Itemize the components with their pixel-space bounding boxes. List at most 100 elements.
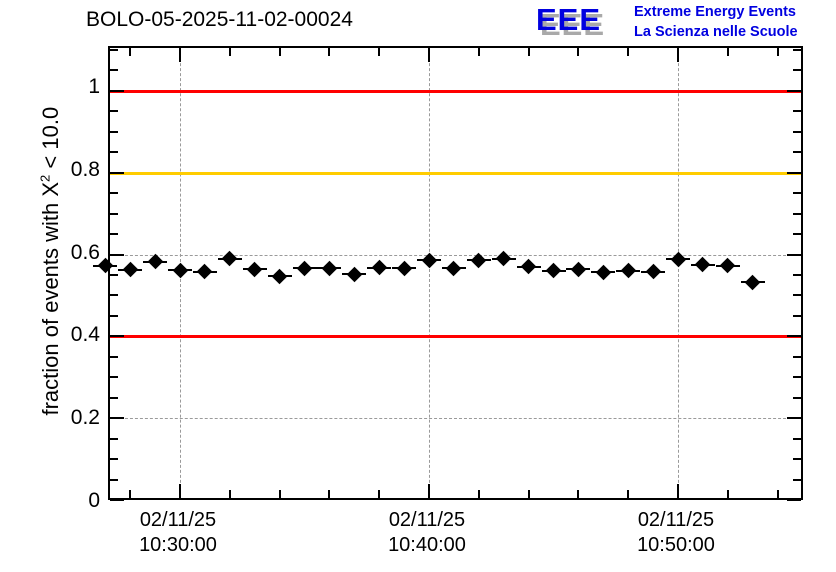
x-tick-10:32:00 bbox=[228, 490, 231, 498]
y-tick-0.55 bbox=[110, 274, 118, 276]
x-tick-label-0-date: 02/11/25 bbox=[139, 509, 217, 531]
data-point bbox=[222, 250, 238, 267]
x-tick-label-1-date: 02/11/25 bbox=[388, 509, 466, 531]
x-tick-10:52:00 bbox=[726, 490, 729, 498]
y-tick-right-0.95 bbox=[793, 110, 801, 113]
y-tick-right-0.10 bbox=[793, 458, 801, 461]
data-point bbox=[720, 257, 736, 274]
y-tick-right-0.55 bbox=[793, 274, 801, 276]
x-tick-10:40:00 bbox=[428, 484, 430, 498]
data-point bbox=[570, 261, 587, 278]
x-tick-10:36:00 bbox=[328, 490, 331, 498]
x-tick-top-10:36:00 bbox=[328, 48, 331, 56]
x-tick-top-10:38:00 bbox=[378, 48, 381, 56]
eee-logo-text: Extreme Energy Events La Scienza nelle S… bbox=[634, 2, 798, 42]
x-tick-label-0: 02/11/25 10:30:00 bbox=[98, 508, 258, 558]
y-tick-0.75 bbox=[110, 192, 118, 195]
y-tick-right-0.00 bbox=[787, 499, 801, 501]
y-tick-0.85 bbox=[110, 151, 118, 154]
x-tick-top-10:54:00 bbox=[776, 48, 779, 56]
x-tick-10:48:00 bbox=[627, 490, 630, 498]
y-tick-0.60 bbox=[110, 253, 124, 256]
y-tick-0.70 bbox=[110, 212, 118, 215]
y-tick-0.20 bbox=[110, 417, 124, 420]
x-tick-label-0-time: 10:30:00 bbox=[139, 534, 217, 556]
eee-logo: EEE EEE Extreme Energy Events La Scienza… bbox=[536, 2, 836, 46]
x-tick-top-10:30:00 bbox=[179, 48, 181, 62]
data-point bbox=[147, 254, 163, 270]
x-tick-top-10:52:00 bbox=[726, 48, 729, 56]
reference-line-warning-upper bbox=[110, 171, 801, 175]
x-tick-10:38:00 bbox=[378, 490, 381, 498]
y-tick-right-1.00 bbox=[787, 89, 801, 92]
y-tick-1.10 bbox=[110, 49, 118, 51]
y-tick-right-0.15 bbox=[793, 437, 801, 440]
y-tick-right-0.25 bbox=[793, 396, 801, 399]
y-tick-right-0.85 bbox=[793, 151, 801, 154]
y-tick-0.25 bbox=[110, 396, 118, 399]
page-title: BOLO-05-2025-11-02-00024 bbox=[86, 8, 353, 31]
x-tick-10:50:00 bbox=[677, 484, 679, 498]
x-tick-top-10:48:00 bbox=[627, 48, 630, 56]
x-tick-10:44:00 bbox=[527, 490, 530, 498]
x-tick-10:28:00 bbox=[129, 490, 132, 498]
eee-logo-mark: EEE bbox=[536, 2, 602, 37]
y-tick-0.30 bbox=[110, 376, 118, 379]
y-tick-right-0.45 bbox=[793, 314, 801, 317]
reference-line-lower-limit bbox=[110, 335, 801, 339]
data-point bbox=[246, 261, 263, 278]
y-tick-right-0.60 bbox=[787, 253, 801, 256]
x-tick-10:34:00 bbox=[278, 490, 281, 498]
data-point bbox=[545, 263, 562, 279]
eee-logo-line1: Extreme Energy Events bbox=[634, 4, 796, 20]
data-point bbox=[695, 256, 711, 273]
y-tick-right-1.05 bbox=[793, 69, 801, 72]
gridline-v-10:40:00 bbox=[429, 48, 430, 498]
y-tick-0.45 bbox=[110, 314, 118, 317]
y-tick-right-0.30 bbox=[793, 376, 801, 379]
y-tick-right-1.10 bbox=[793, 49, 801, 51]
y-tick-right-0.35 bbox=[793, 355, 801, 358]
gridline-h-0.6 bbox=[110, 254, 801, 256]
y-tick-0.90 bbox=[110, 130, 118, 133]
gridline-v-10:50:00 bbox=[678, 48, 679, 498]
data-point bbox=[172, 262, 188, 278]
y-tick-right-0.75 bbox=[793, 192, 801, 195]
eee-logo-shadow: EEE bbox=[540, 7, 606, 42]
y-tick-right-0.80 bbox=[787, 171, 801, 174]
y-tick-label-1: 1 bbox=[88, 75, 100, 98]
data-point bbox=[371, 259, 387, 276]
x-tick-label-2: 02/11/25 10:50:00 bbox=[596, 508, 756, 558]
data-point bbox=[645, 263, 661, 280]
y-tick-label-0p2: 0.2 bbox=[70, 406, 100, 429]
x-tick-top-10:44:00 bbox=[527, 48, 530, 56]
y-tick-right-0.50 bbox=[793, 294, 801, 297]
data-point bbox=[495, 250, 512, 267]
y-tick-label-0: 0 bbox=[88, 489, 100, 512]
y-tick-label-0p4: 0.4 bbox=[70, 323, 100, 346]
x-tick-label-1: 02/11/25 10:40:00 bbox=[347, 508, 507, 558]
data-point bbox=[321, 260, 338, 277]
eee-logo-line2: La Scienza nelle Scuole bbox=[634, 24, 798, 40]
y-tick-0.15 bbox=[110, 437, 118, 440]
plot-area bbox=[93, 46, 803, 501]
data-point bbox=[620, 262, 636, 279]
y-tick-right-0.20 bbox=[787, 417, 801, 420]
y-tick-0.35 bbox=[110, 355, 118, 358]
y-tick-0.00 bbox=[110, 499, 124, 501]
y-tick-label-0p6: 0.6 bbox=[70, 241, 100, 264]
data-point bbox=[595, 264, 612, 280]
x-tick-top-10:32:00 bbox=[228, 48, 231, 56]
reference-line-upper-limit bbox=[110, 89, 801, 93]
y-tick-right-0.90 bbox=[793, 130, 801, 133]
x-tick-10:42:00 bbox=[477, 490, 480, 498]
data-point bbox=[296, 260, 313, 277]
x-tick-top-10:34:00 bbox=[278, 48, 281, 56]
y-tick-0.50 bbox=[110, 294, 118, 297]
y-tick-0.95 bbox=[110, 110, 118, 113]
data-point bbox=[744, 274, 761, 291]
x-tick-top-10:40:00 bbox=[428, 48, 430, 62]
x-tick-label-2-date: 02/11/25 bbox=[637, 509, 715, 531]
data-point bbox=[446, 260, 462, 276]
